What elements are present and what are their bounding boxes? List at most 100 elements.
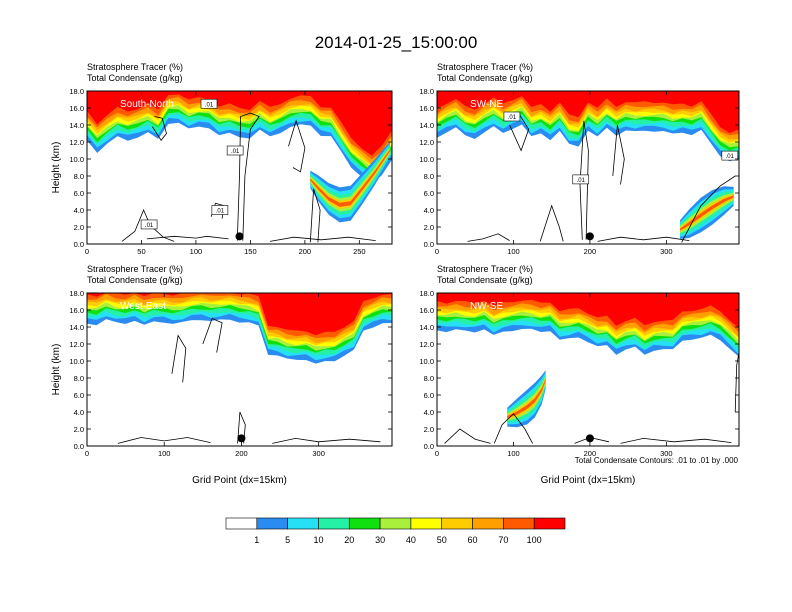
colorbar-label: 50 — [437, 535, 447, 545]
contour-label-box — [572, 174, 590, 185]
panel-title-tracer: Stratosphere Tracer (%) — [437, 62, 533, 72]
x-axis-label: Grid Point (dx=15km) — [541, 475, 636, 486]
condensate-contour — [539, 204, 564, 242]
colorbar-swatch — [318, 517, 350, 530]
x-tick-label: 200 — [299, 247, 312, 256]
colorbar-label: 20 — [344, 535, 354, 545]
colorbar-swatch — [287, 517, 319, 530]
x-tick-label: 50 — [137, 247, 145, 256]
location-marker — [237, 434, 246, 443]
colorbar-label: 100 — [527, 535, 542, 545]
plot-frame — [436, 90, 740, 245]
tracer-band-6 — [87, 91, 392, 166]
y-tick-label: 0.0 — [74, 240, 84, 249]
condensate-contour — [269, 236, 376, 242]
panel-south-north: .01 .01 .01 .01 South-North 0.0 2.0 4.0 6.0 8.0 10… — [51, 62, 393, 256]
contour-label: .01 — [145, 223, 154, 229]
condensate-contour — [152, 116, 167, 141]
condensate-contour — [597, 236, 690, 242]
y-tick-label: 4.0 — [74, 206, 84, 215]
plot-frame — [86, 292, 393, 447]
location-marker — [235, 232, 244, 241]
panel-label: SW-NE — [470, 99, 503, 110]
y-tick-label: 8.0 — [424, 172, 434, 181]
panel-label: South-North — [120, 99, 174, 110]
y-tick-label: 18.0 — [69, 289, 84, 298]
colorbar-label: 40 — [406, 535, 416, 545]
condensate-contour — [681, 175, 736, 243]
tracer-band-7 — [87, 91, 392, 165]
y-tick-label: 0.0 — [424, 442, 434, 451]
x-tick-label: 250 — [353, 247, 366, 256]
y-tick-label: 4.0 — [424, 206, 434, 215]
colorbar-label: 1 — [254, 535, 259, 545]
colorbar-swatch — [441, 517, 473, 530]
y-tick-label: 14.0 — [69, 323, 84, 332]
contour-label: .01 — [216, 209, 225, 215]
panel-title-condensate: Total Condensate (g/kg) — [437, 275, 533, 285]
x-tick-label: 0 — [85, 449, 89, 458]
colorbar-swatch — [410, 517, 443, 530]
y-tick-label: 14.0 — [419, 323, 434, 332]
x-tick-label: 200 — [235, 449, 248, 458]
y-tick-label: 2.0 — [424, 223, 434, 232]
contour-label: .01 — [205, 102, 214, 108]
colorbar-label: 70 — [498, 535, 508, 545]
colorbar-swatch — [472, 517, 504, 530]
condensate-contour — [202, 317, 223, 353]
x-tick-label: 300 — [312, 449, 325, 458]
location-marker — [585, 232, 594, 241]
contour-note: Total Condensate Contours: .01 to .01 by… — [575, 456, 739, 465]
condensate-contour — [171, 334, 187, 383]
y-tick-label: 12.0 — [69, 340, 84, 349]
plume-band-5 — [507, 378, 546, 419]
colorbar-swatch — [379, 517, 412, 530]
condensate-contour — [509, 114, 530, 152]
y-tick-label: 10.0 — [419, 155, 434, 164]
contour-label-box — [721, 150, 739, 161]
condensate-contour — [734, 352, 739, 413]
y-tick-label: 12.0 — [419, 138, 434, 147]
plume-band-3 — [507, 376, 546, 421]
location-marker — [585, 434, 594, 443]
contour-label-box — [211, 205, 229, 215]
panel-west-east: West-East 0.0 2.0 4.0 6.0 8.0 10.0 12.0 14.0 16.0… — [51, 264, 393, 486]
contour-label-box — [140, 219, 158, 230]
plot-frame — [86, 90, 393, 245]
y-tick-label: 0.0 — [424, 240, 434, 249]
contour-label: .01 — [231, 149, 240, 155]
contour-label-box — [503, 111, 521, 122]
y-tick-label: 6.0 — [74, 391, 84, 400]
panel-title-tracer: Stratosphere Tracer (%) — [87, 62, 183, 72]
condensate-contour — [121, 208, 175, 242]
y-tick-label: 6.0 — [74, 189, 84, 198]
panel-label: NW-SE — [470, 301, 503, 312]
x-tick-label: 150 — [244, 247, 257, 256]
condensate-contour — [309, 188, 321, 243]
colorbar-label: 30 — [375, 535, 385, 545]
tracer-band-9 — [87, 91, 392, 156]
y-axis-label: Height (km) — [51, 142, 62, 194]
x-tick-label: 200 — [584, 449, 597, 458]
condensate-contour — [288, 119, 306, 173]
y-tick-label: 14.0 — [69, 121, 84, 130]
condensate-contour — [444, 428, 491, 444]
y-tick-label: 16.0 — [69, 306, 84, 315]
contour-label: .01 — [577, 178, 586, 184]
panel-title-tracer: Stratosphere Tracer (%) — [437, 264, 533, 274]
y-tick-label: 16.0 — [419, 104, 434, 113]
colorbar-swatch — [533, 517, 566, 530]
plot-frame — [436, 292, 740, 447]
y-tick-label: 18.0 — [69, 87, 84, 96]
contour-label: .01 — [726, 154, 735, 160]
y-tick-label: 2.0 — [74, 223, 84, 232]
y-tick-label: 2.0 — [74, 425, 84, 434]
x-tick-label: 0 — [435, 449, 439, 458]
x-tick-label: 0 — [85, 247, 89, 256]
contour-label: .01 — [508, 115, 517, 121]
y-tick-label: 16.0 — [419, 306, 434, 315]
condensate-contour — [467, 233, 510, 242]
panel-sw-ne: .01 .01 .01 SW-NE 0.0 2.0 4.0 6.0 8.0 10.0 12.0 14.… — [419, 62, 740, 256]
y-tick-label: 12.0 — [69, 138, 84, 147]
